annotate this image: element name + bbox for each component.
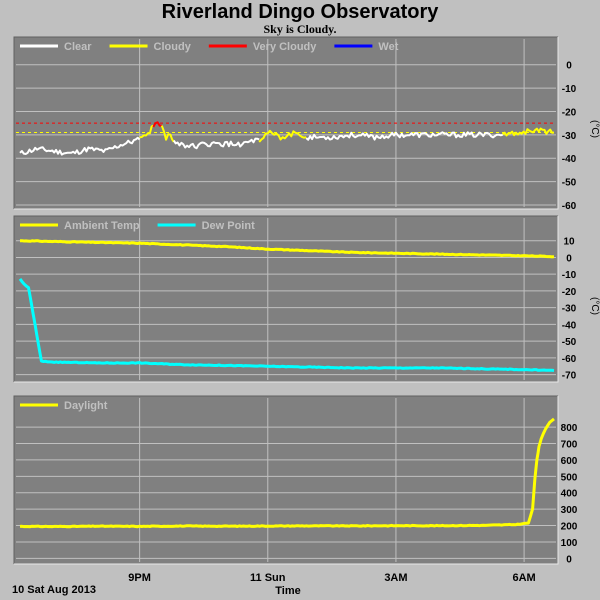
- series-line-ambient-temp: [20, 239, 555, 259]
- y-tick-label: 0: [566, 554, 572, 565]
- legend-label: Ambient Temp: [64, 220, 140, 232]
- page-title: Riverland Dingo Observatory: [161, 1, 439, 23]
- series-line-dew-point: [18, 277, 555, 372]
- legend-label: Cloudy: [154, 41, 192, 53]
- legend-label: Wet: [378, 41, 398, 53]
- x-tick-label: 11 Sun: [250, 572, 286, 584]
- legend-label: Daylight: [64, 400, 108, 412]
- y-tick-label: -40: [562, 320, 577, 331]
- sky-status: Sky is Cloudy.: [263, 22, 337, 36]
- y-tick-label: 700: [561, 440, 578, 451]
- legend-label: Very Cloudy: [253, 41, 317, 53]
- y-tick-label: 600: [561, 456, 578, 467]
- panel-bevel-light: [14, 396, 559, 565]
- y-tick-label: -10: [562, 270, 577, 281]
- x-axis-title: Time: [275, 585, 300, 597]
- y-tick-label: 300: [561, 505, 578, 516]
- y-tick-label: -60: [562, 354, 577, 365]
- y-tick-label: -30: [562, 304, 577, 315]
- y-tick-label: -50: [562, 337, 577, 348]
- sky-temp-segment: [172, 137, 260, 150]
- sky-temp-segment: [160, 125, 175, 143]
- panel-bevel-light: [14, 37, 559, 210]
- y-tick-label: -70: [562, 371, 577, 382]
- y-tick-label: 10: [563, 237, 575, 248]
- x-tick-label: 6AM: [512, 572, 535, 584]
- y-tick-label: 100: [561, 538, 578, 549]
- panel-bevel-light: [14, 216, 559, 383]
- sky-temp-segment: [305, 131, 503, 141]
- y-tick-label: -50: [562, 178, 577, 189]
- y-tick-label: 200: [561, 522, 578, 533]
- panel-bevel-dark: [13, 395, 558, 564]
- x-tick-label: 3AM: [384, 572, 407, 584]
- sky-temp-segment: [502, 127, 555, 137]
- legend-label: Clear: [64, 41, 92, 53]
- y-tick-label: 800: [561, 423, 578, 434]
- y-axis-label: (°C): [589, 120, 600, 138]
- sky-temp-segment: [258, 129, 307, 143]
- legend-label: Dew Point: [202, 220, 256, 232]
- panel-bevel-dark: [13, 215, 558, 382]
- y-tick-label: 0: [566, 61, 572, 72]
- y-tick-label: 500: [561, 472, 578, 483]
- y-axis-label: (°C): [589, 297, 600, 315]
- y-tick-label: -10: [562, 84, 577, 95]
- y-tick-label: -40: [562, 154, 577, 165]
- panel-3: [14, 396, 558, 564]
- footer-date: 10 Sat Aug 2013: [12, 584, 96, 596]
- panel-bevel-dark: [13, 36, 558, 209]
- series-line-daylight: [19, 417, 555, 529]
- y-tick-label: 0: [566, 253, 572, 264]
- sky-temp-segment: [139, 124, 154, 139]
- sky-temp-segment: [152, 121, 162, 128]
- sky-temp-segment: [19, 136, 141, 156]
- y-tick-label: -20: [562, 107, 577, 118]
- y-tick-label: -60: [562, 201, 577, 212]
- y-tick-label: 400: [561, 489, 578, 500]
- y-tick-label: -20: [562, 287, 577, 298]
- y-tick-label: -30: [562, 131, 577, 142]
- x-tick-label: 9PM: [128, 572, 151, 584]
- header: Riverland Dingo Observatory Sky is Cloud…: [0, 0, 600, 36]
